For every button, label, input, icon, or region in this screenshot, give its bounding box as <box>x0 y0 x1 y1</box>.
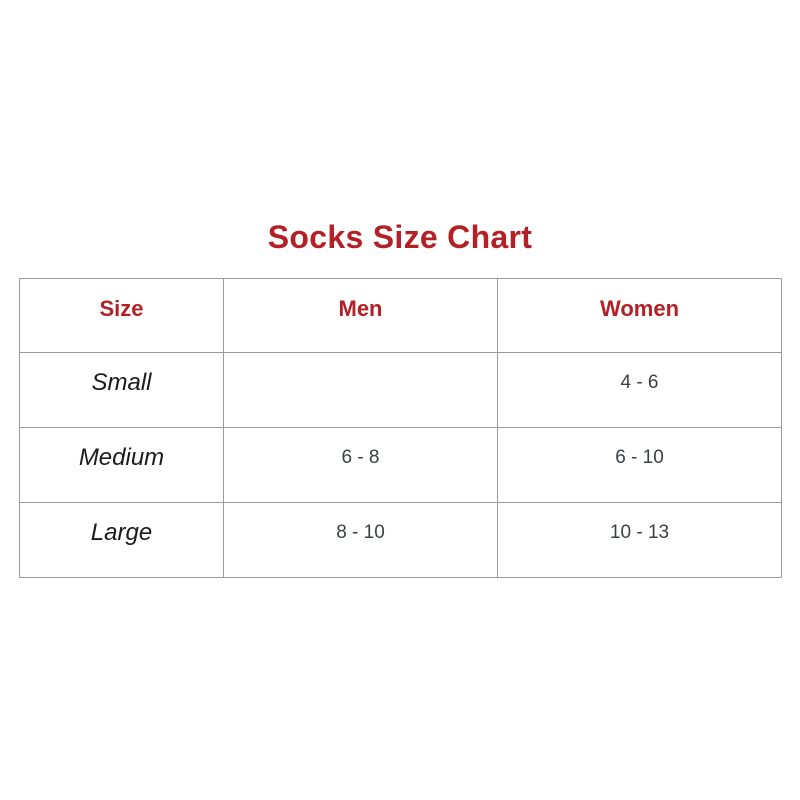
table-row-medium: Medium 6 - 8 6 - 10 <box>19 427 782 503</box>
cell-small-women: 4 - 6 <box>497 352 782 428</box>
table-body: Small 4 - 6 Medium 6 - 8 6 - 10 Large 8 … <box>19 352 782 578</box>
table-row-large: Large 8 - 10 10 - 13 <box>19 502 782 578</box>
cell-small-size: Small <box>19 352 224 428</box>
cell-large-men: 8 - 10 <box>223 502 498 578</box>
table-header: Size Men Women <box>19 278 782 353</box>
header-row: Size Men Women <box>19 278 782 353</box>
cell-medium-women: 6 - 10 <box>497 427 782 503</box>
cell-medium-men: 6 - 8 <box>223 427 498 503</box>
cell-small-men <box>223 352 498 428</box>
header-cell-size: Size <box>19 278 224 353</box>
table-row-small: Small 4 - 6 <box>19 352 782 428</box>
header-cell-men: Men <box>223 278 498 353</box>
header-cell-women: Women <box>497 278 782 353</box>
cell-large-women: 10 - 13 <box>497 502 782 578</box>
cell-large-size: Large <box>19 502 224 578</box>
socks-size-table: Size Men Women Small 4 - 6 Medium 6 - 8 … <box>19 278 782 578</box>
cell-medium-size: Medium <box>19 427 224 503</box>
page-title: Socks Size Chart <box>267 219 533 255</box>
